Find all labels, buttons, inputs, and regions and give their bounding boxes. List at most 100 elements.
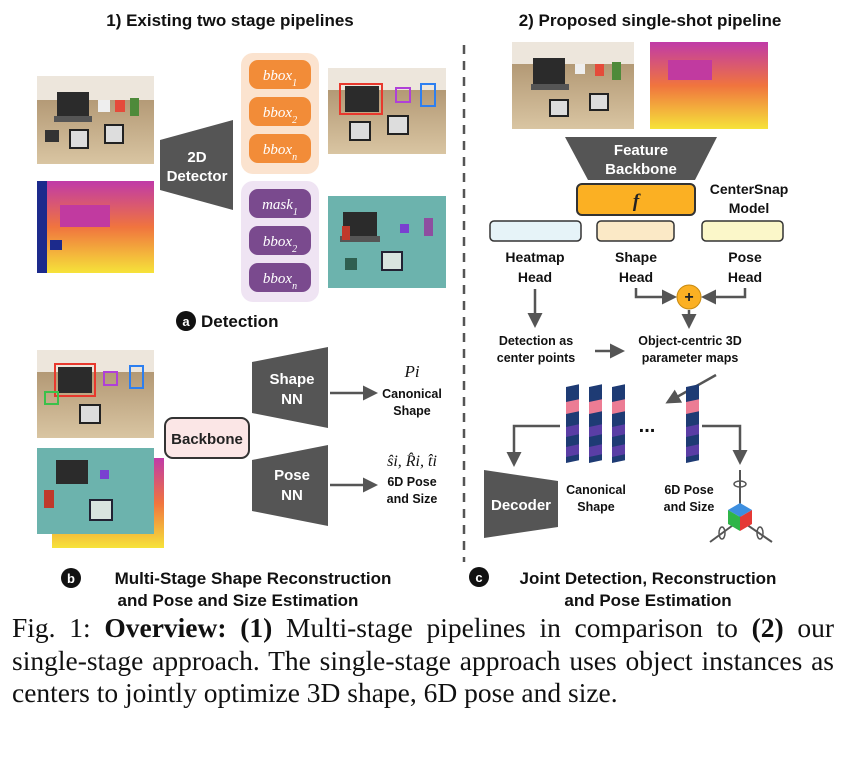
canonical-shape-label-2: Shape: [577, 500, 615, 514]
shape-nn-label-1: Shape: [269, 371, 314, 388]
panel-a-label: Detection: [201, 312, 278, 331]
heatmap-head-label-2: Head: [518, 269, 552, 285]
svg-text:bboxn: bboxn: [263, 142, 297, 163]
detection-centers-label-2: center points: [497, 351, 576, 365]
section1-title: 1) Existing two stage pipelines: [106, 11, 354, 30]
pose-size-label-2: and Size: [664, 500, 715, 514]
caption-overview: Overview:: [104, 612, 227, 643]
pose-head-box: [701, 220, 784, 242]
detector-label-2: Detector: [167, 168, 228, 185]
sum-label: +: [684, 289, 693, 306]
bbox2-box: [249, 97, 311, 126]
shape-nn-out-1: Canonical: [382, 387, 442, 401]
panel-c-label-2: and Pose Estimation: [564, 591, 731, 610]
shape-head-to-sum-arrow: [634, 288, 677, 305]
pose-head-label-2: Head: [728, 269, 762, 285]
pose-cube-icon: [709, 470, 773, 543]
panel-c-label-1: Joint Detection, Reconstruction: [520, 569, 777, 588]
mask-bboxn-label: bbox: [263, 271, 293, 287]
rgb-input-image-a: [37, 76, 154, 164]
mask-bboxn-box: [249, 263, 311, 292]
svg-text:bbox1: bbox1: [263, 68, 297, 89]
detector-label-1: 2D: [187, 149, 206, 166]
panel-c-badge: [469, 567, 489, 587]
maps-to-pose-arrow: [702, 424, 748, 465]
mask1-box: [249, 189, 311, 218]
svg-text:bbox2: bbox2: [263, 105, 297, 126]
backbone-label: Backbone: [171, 431, 243, 448]
shape-nn-out-2: Shape: [393, 404, 431, 418]
mask1-sub: 1: [293, 207, 298, 218]
mask-bbox2-label: bbox: [263, 234, 293, 250]
caption-n1: (1): [240, 612, 273, 643]
svg-text:bboxn: bboxn: [263, 271, 297, 292]
2d-detector-block: [160, 120, 233, 210]
mask-depth-image-b: [37, 448, 164, 548]
pose-nn-out-1: 6D Pose: [387, 475, 436, 489]
rgb-input-image-c: [512, 42, 634, 129]
parameter-map-ellipsis: ...: [639, 415, 656, 437]
panel-b-badge: [61, 568, 81, 588]
mask-bbox2-sub: 2: [292, 244, 297, 255]
svg-text:mask1: mask1: [262, 197, 298, 218]
pose-nn-label-2: NN: [281, 487, 303, 504]
param-maps-label-1: Object-centric 3D: [638, 334, 742, 348]
bboxn-box: [249, 134, 311, 163]
shape-nn-label-2: NN: [281, 391, 303, 408]
bbox1-sub: 1: [292, 78, 297, 89]
pose-head-to-sum-arrow: [701, 288, 747, 305]
shape-head-label-1: Shape: [615, 249, 657, 265]
panel-b-label-1: Multi-Stage Shape Reconstruction: [115, 569, 392, 588]
depth-input-image-a: [37, 181, 154, 273]
feature-f-label: f: [633, 191, 641, 212]
detection-centers-label-1: Detection as: [499, 334, 573, 348]
decoder-label: Decoder: [491, 497, 551, 514]
feature-f-box: [576, 183, 696, 216]
bbox-result-image: [328, 68, 446, 154]
mask1-label: mask: [262, 197, 293, 213]
bbox2-sub: 2: [292, 115, 297, 126]
heatmap-head-label-1: Heatmap: [505, 249, 564, 265]
mask-result-image: [328, 196, 446, 288]
feature-backbone-block: [565, 137, 717, 180]
caption-text-1: Multi-stage pipelines in comparison to: [286, 612, 738, 643]
bbox2-label: bbox: [263, 105, 293, 121]
pose-head-label-1: Pose: [728, 249, 762, 265]
overview-figure: 1) Existing two stage pipelines 2) Propo…: [37, 11, 789, 610]
pose-nn-block: [252, 445, 328, 526]
shape-head-label-2: Head: [619, 269, 653, 285]
canonical-shape-label-1: Canonical: [566, 483, 626, 497]
pose-nn-out-2: and Size: [387, 492, 438, 506]
caption-text-2: our single-stage approach. The single-st…: [12, 612, 835, 708]
shape-head-box: [596, 220, 675, 242]
parameter-map-strips: [566, 384, 699, 463]
panel-b-badge-letter: b: [67, 571, 75, 586]
feature-backbone-label-1: Feature: [614, 142, 668, 159]
caption-n2: (2): [751, 612, 784, 643]
mask-bbox2-box: [249, 226, 311, 255]
pose-size-label-1: 6D Pose: [664, 483, 713, 497]
caption-fig: Fig. 1:: [12, 612, 91, 643]
bbox1-box: [249, 60, 311, 89]
centersnap-label-2: Model: [729, 200, 769, 216]
svg-text:bbox2: bbox2: [263, 234, 297, 255]
section2-title: 2) Proposed single-shot pipeline: [519, 11, 782, 30]
mask-bboxn-sub: n: [292, 281, 297, 292]
panel-b-label-2: and Pose and Size Estimation: [118, 591, 359, 610]
pose-nn-label-1: Pose: [274, 467, 310, 484]
backbone-block: [164, 417, 250, 459]
pose-nn-math: ŝi, R̂i, t̂i: [387, 451, 437, 470]
shape-nn-block: [252, 347, 328, 428]
heatmap-head-box: [489, 220, 582, 242]
figure-caption: Fig. 1: Overview: (1) Multi-stage pipeli…: [12, 612, 834, 710]
feature-backbone-label-2: Backbone: [605, 161, 677, 178]
depth-input-image-c: [650, 42, 768, 129]
shape-nn-math: Pi: [403, 362, 419, 381]
bboxn-label: bbox: [263, 142, 293, 158]
maps-to-decoder-arrow: [506, 424, 560, 467]
bbox1-label: bbox: [263, 68, 293, 84]
param-maps-label-2: parameter maps: [642, 351, 739, 365]
panel-a-badge: [176, 311, 196, 331]
centersnap-label-1: CenterSnap: [710, 181, 789, 197]
rgb-detected-image-b: [37, 350, 154, 438]
